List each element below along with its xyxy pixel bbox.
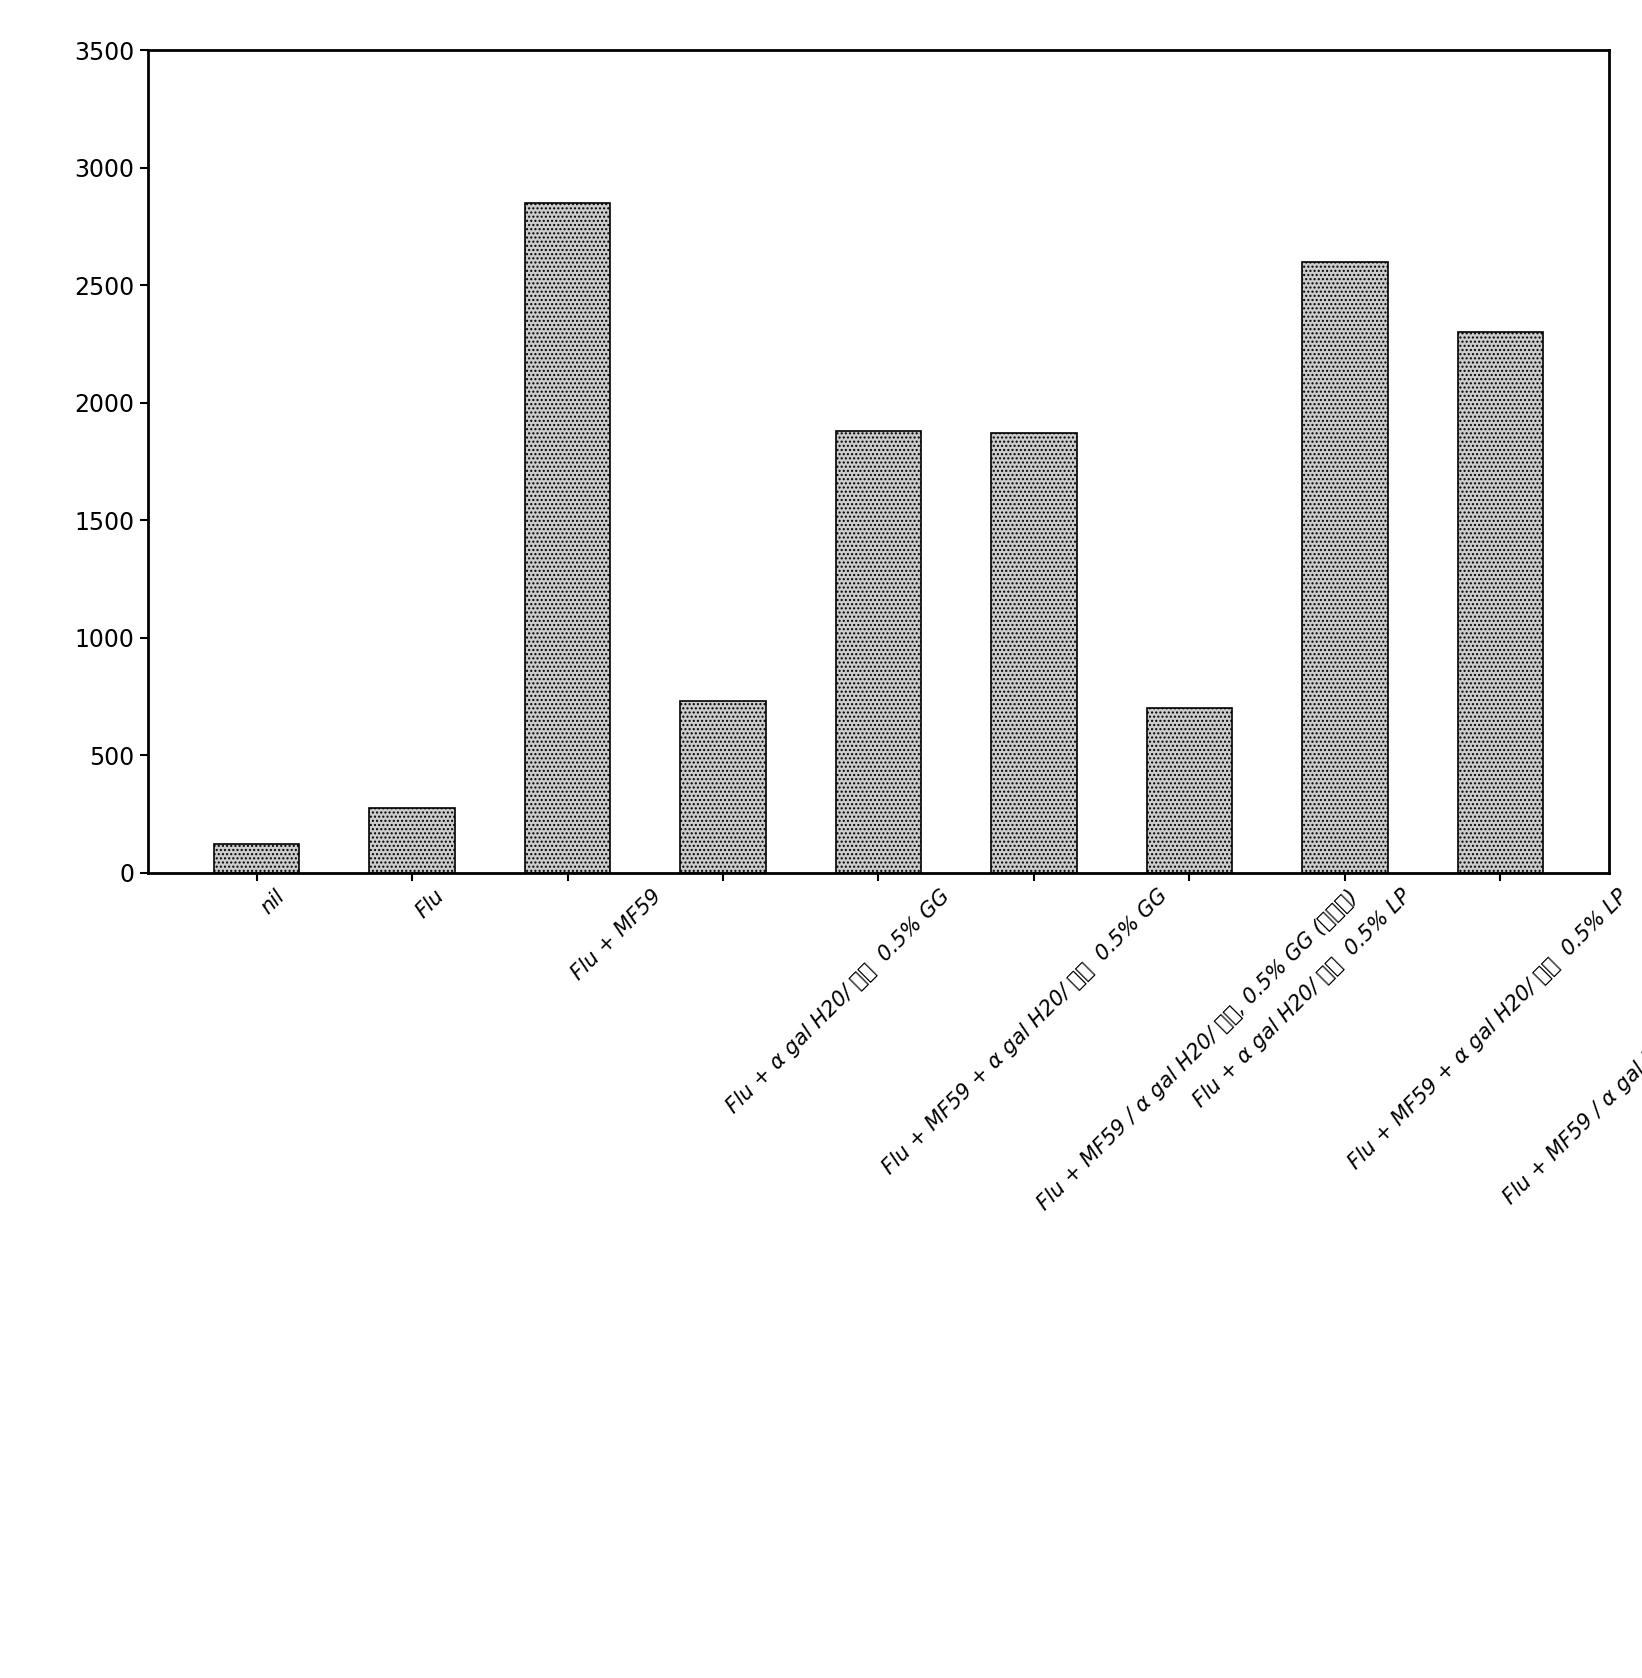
Bar (213, 844, 299, 873)
Bar (369, 809, 455, 873)
Bar (1302, 262, 1387, 873)
Bar (836, 431, 921, 873)
Bar (525, 203, 611, 873)
Bar (1458, 332, 1543, 873)
Bar (1146, 708, 1232, 873)
Bar (992, 433, 1077, 873)
Bar (680, 701, 765, 873)
